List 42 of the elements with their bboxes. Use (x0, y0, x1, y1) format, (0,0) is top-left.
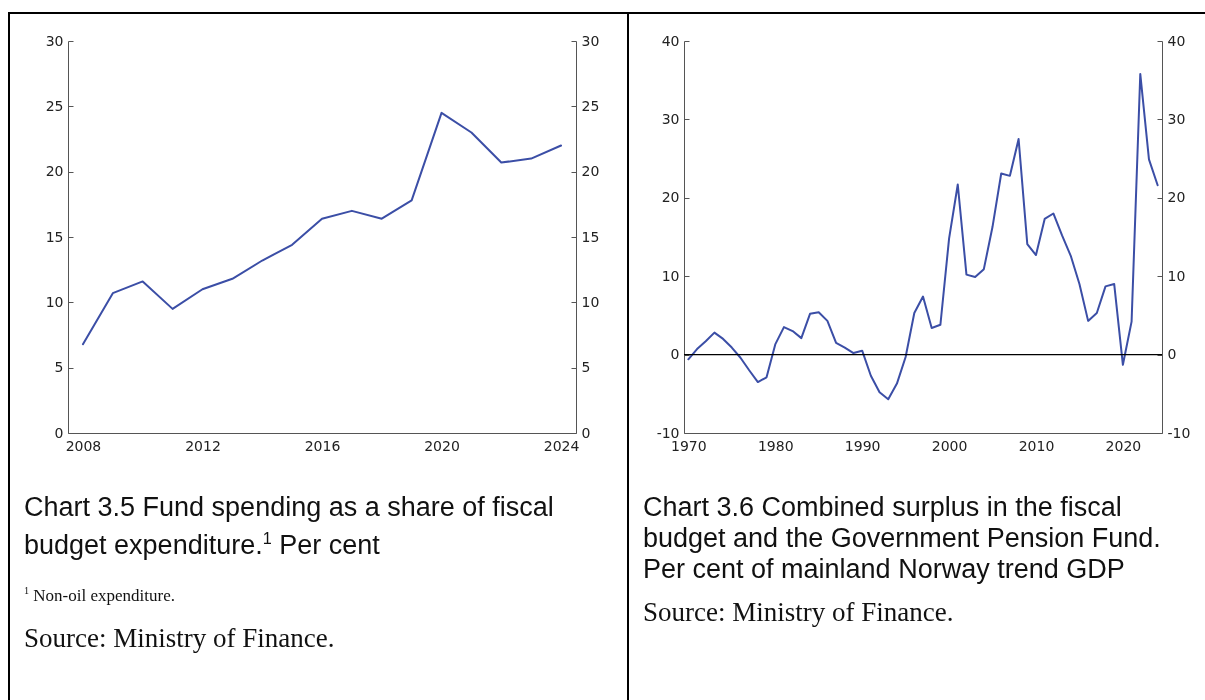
x-tick-label: 2010 (1018, 437, 1055, 454)
y-tick-label: 5 (54, 359, 64, 376)
x-tick-label: 2020 (424, 437, 460, 454)
y2-tick-label: 0 (581, 424, 591, 441)
y2-tick-label: 5 (581, 359, 591, 376)
y-tick-label: 30 (661, 110, 680, 127)
y2-tick-label: 10 (1167, 267, 1186, 284)
x-tick-label: 2020 (1105, 437, 1142, 454)
y-tick-label: 30 (45, 32, 64, 49)
y2-tick-label: 20 (581, 163, 600, 180)
text: Chart 3.6 Combined surplus in the fiscal budget and the Government Pension Fund. Per cent of mainland Norway trend GDP (643, 492, 1161, 584)
y-tick-label: 0 (54, 424, 64, 441)
x-tick-label: 2000 (931, 437, 968, 454)
y-tick-label: 25 (45, 97, 64, 114)
y-tick-label: 10 (661, 267, 680, 284)
y-tick-label: 15 (45, 228, 64, 245)
x-tick-label: 2008 (65, 437, 102, 454)
x-tick-label: 2024 (543, 437, 580, 454)
y2-tick-label: 20 (1167, 189, 1186, 206)
y-tick-label: 40 (661, 32, 680, 49)
y2-tick-label: 40 (1167, 32, 1186, 49)
line-series (81, 111, 563, 346)
text: $^{1}$ Non-oil expenditure. (24, 584, 176, 607)
x-tick-label: 1990 (844, 437, 881, 454)
y2-tick-label: 0 (1167, 346, 1177, 363)
y-tick-label: 20 (661, 189, 680, 206)
text: Chart 3.5 Fund spending as a share of fiscal budget expenditure.$^{1}$ Per cent (24, 492, 554, 560)
x-tick-label: 2016 (304, 437, 341, 454)
y-tick-label: 0 (670, 346, 680, 363)
y2-tick-label: 30 (1167, 110, 1186, 127)
source-note: Source: Ministry of Finance. (643, 597, 955, 628)
y2-tick-label: 30 (581, 32, 600, 49)
y2-tick-label: 10 (581, 293, 600, 310)
x-tick-label: 2012 (185, 437, 221, 454)
x-tick-label: 1980 (757, 437, 794, 454)
y-tick-label: 20 (45, 163, 64, 180)
y2-tick-label: -10 (1167, 424, 1191, 441)
source-note: Source: Ministry of Finance. (24, 622, 336, 654)
y2-tick-label: 25 (581, 97, 600, 114)
line-series (687, 72, 1159, 401)
y-tick-label: 10 (45, 293, 64, 310)
y2-tick-label: 15 (581, 228, 600, 245)
